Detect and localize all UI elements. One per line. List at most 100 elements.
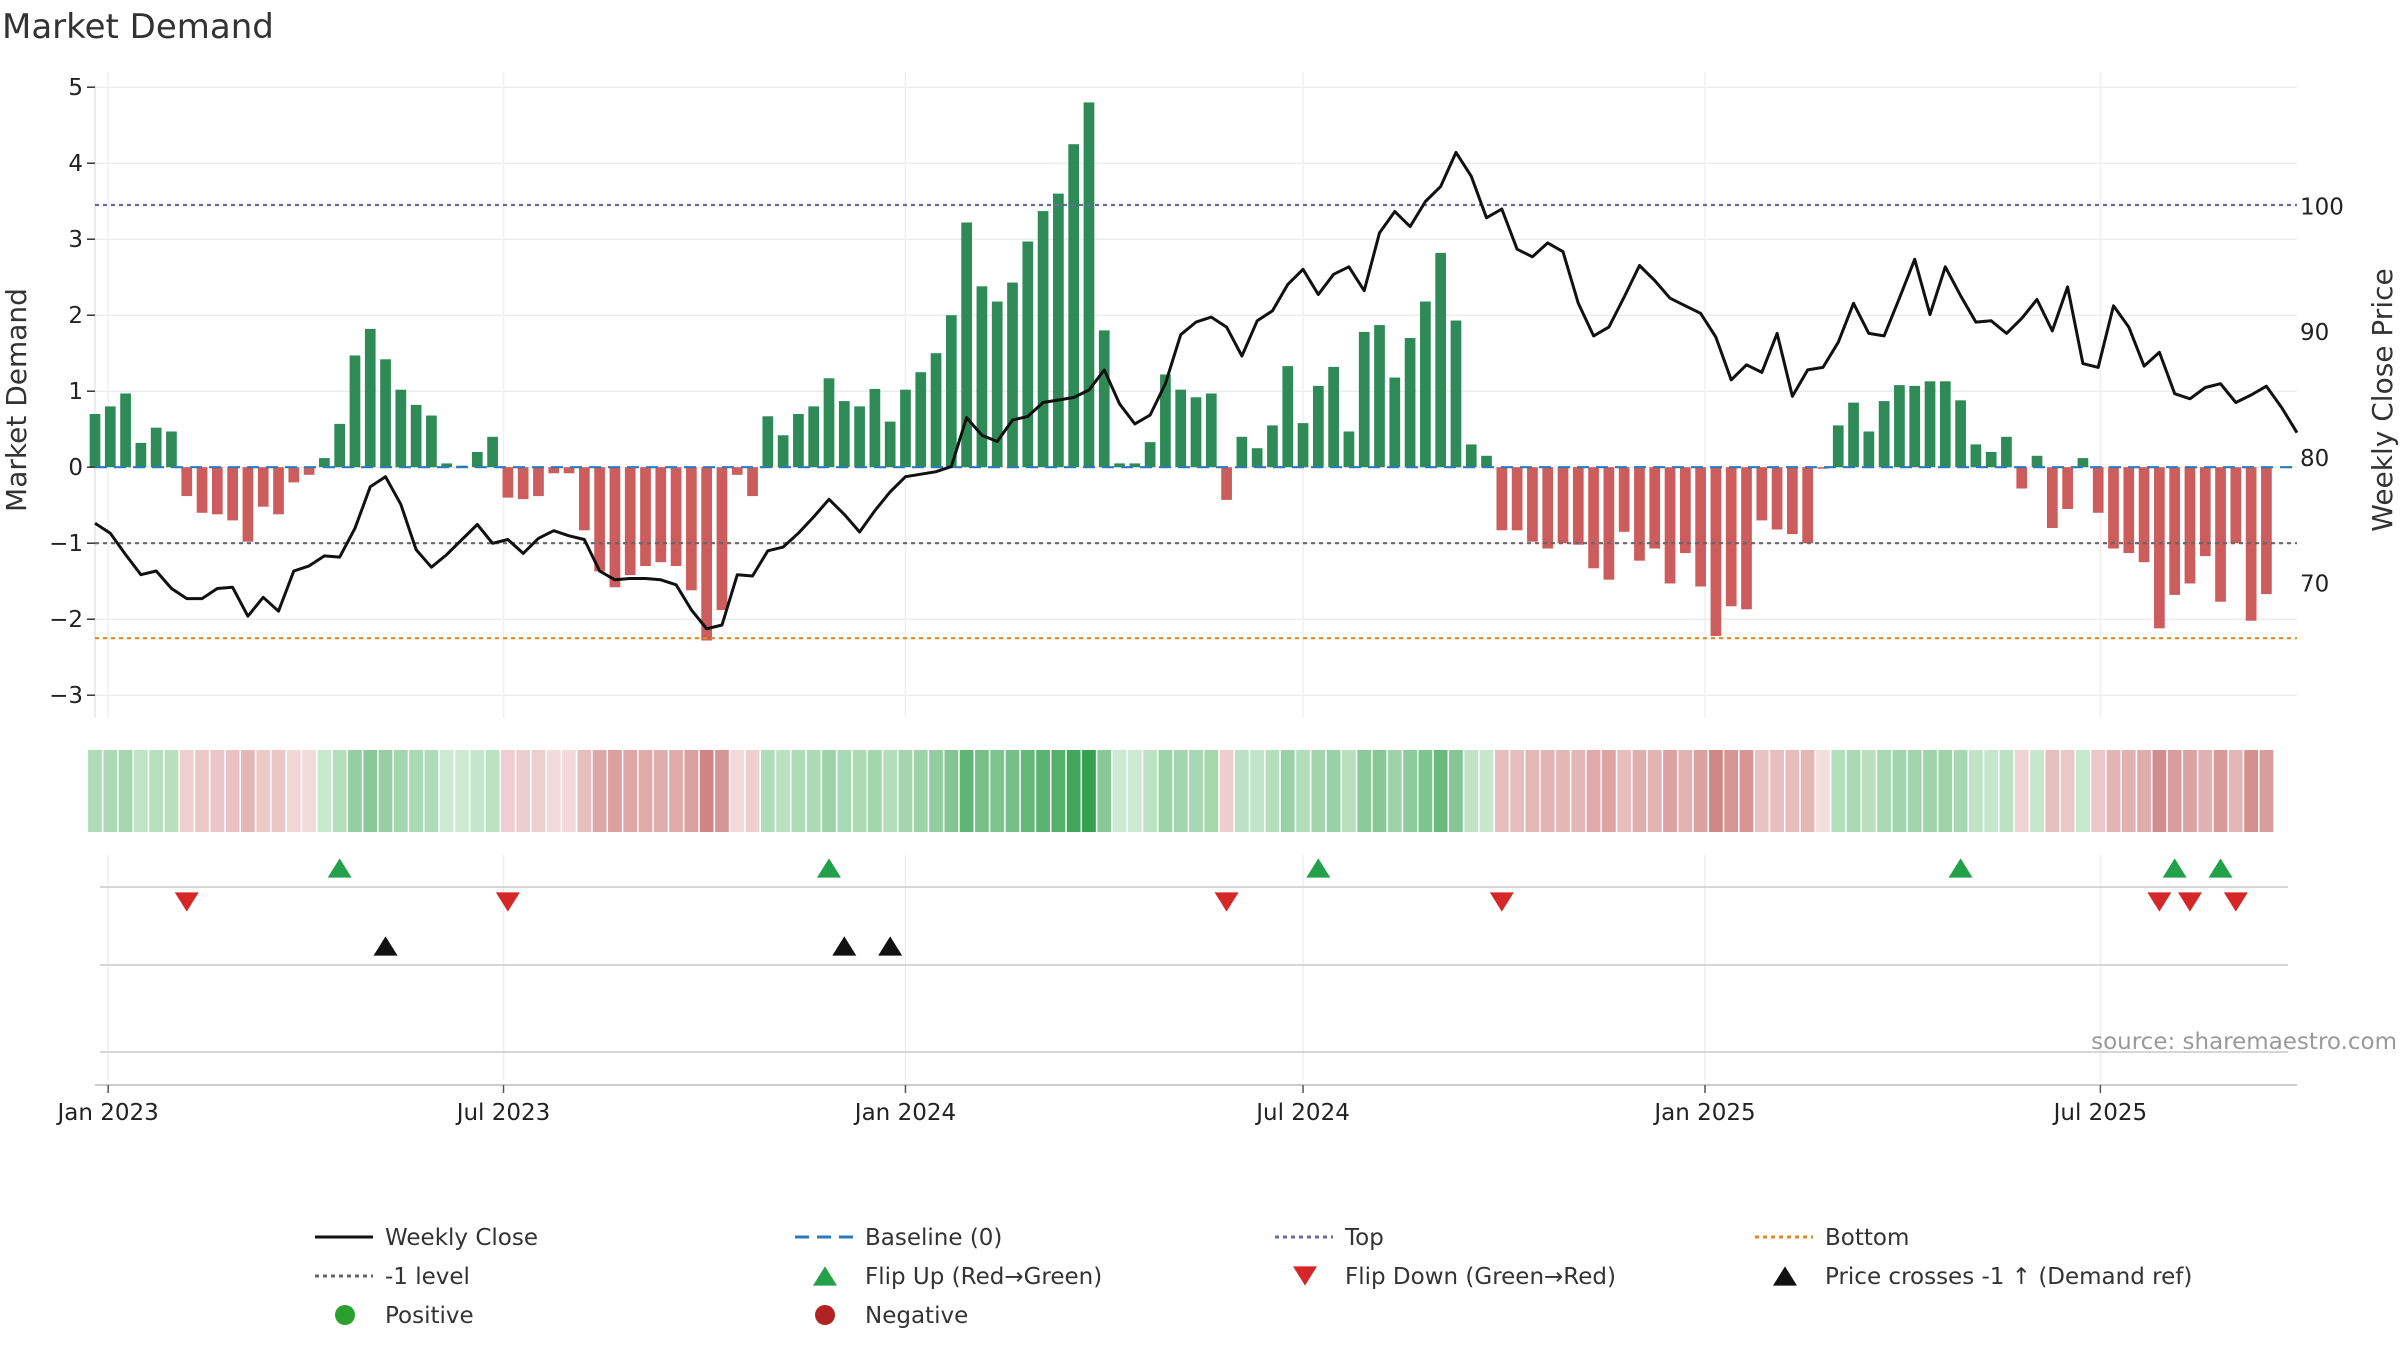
demand-bar bbox=[1083, 102, 1095, 468]
flip-up-marker bbox=[817, 858, 841, 878]
demand-bar bbox=[1618, 467, 1630, 532]
demand-bar bbox=[854, 406, 865, 468]
demand-bar bbox=[1970, 444, 1982, 468]
heat-cell bbox=[103, 750, 118, 832]
demand-bar bbox=[1496, 467, 1508, 531]
demand-bar bbox=[2245, 467, 2257, 621]
source-note: source: sharemaestro.com bbox=[2091, 1029, 2397, 1055]
demand-bar bbox=[334, 423, 346, 468]
demand-bar bbox=[1114, 463, 1125, 468]
heat-cell bbox=[944, 750, 959, 832]
heat-cell bbox=[1861, 750, 1876, 832]
demand-bar bbox=[1832, 425, 1844, 468]
demand-bar bbox=[1343, 431, 1355, 468]
demand-bar bbox=[991, 301, 1003, 468]
y-tick-label-right: 90 bbox=[2300, 320, 2329, 346]
demand-bar bbox=[104, 406, 116, 468]
heat-cell bbox=[2045, 750, 2060, 832]
heat-cell bbox=[2167, 750, 2182, 832]
legend-label: Flip Up (Red→Green) bbox=[865, 1264, 1102, 1290]
x-tick-label: Jan 2025 bbox=[1652, 1100, 1755, 1126]
heat-cell bbox=[1494, 750, 1509, 832]
heat-cell bbox=[2152, 750, 2167, 832]
heat-cell bbox=[990, 750, 1005, 832]
heat-cell bbox=[409, 750, 424, 832]
y-tick-label-left: 0 bbox=[68, 455, 83, 481]
demand-bar bbox=[1404, 338, 1416, 468]
x-tick-label: Jul 2025 bbox=[2052, 1100, 2148, 1126]
heat-cell bbox=[378, 750, 393, 832]
demand-bar bbox=[166, 431, 177, 468]
heat-cell bbox=[776, 750, 791, 832]
heat-cell bbox=[1143, 750, 1158, 832]
demand-bar bbox=[426, 415, 437, 468]
legend-label: -1 level bbox=[385, 1264, 470, 1290]
heat-cell bbox=[2091, 750, 2106, 832]
demand-bar bbox=[1129, 463, 1141, 468]
heat-cell bbox=[470, 750, 485, 832]
demand-bar bbox=[1664, 467, 1676, 584]
weekly-close-line-group bbox=[94, 150, 2299, 631]
heat-cell bbox=[1617, 750, 1632, 832]
heat-cell bbox=[1846, 750, 1861, 832]
heat-cell bbox=[317, 750, 332, 832]
demand-bar bbox=[1985, 452, 1997, 468]
demand-bar bbox=[1098, 330, 1110, 468]
flip-up-marker bbox=[1948, 858, 1973, 878]
x-tick-label: Jul 2024 bbox=[1254, 1100, 1350, 1126]
heat-cell bbox=[975, 750, 989, 832]
heat-cell bbox=[1678, 750, 1693, 832]
heat-cell bbox=[837, 750, 852, 832]
price-cross-marker bbox=[878, 936, 903, 956]
demand-bar bbox=[120, 393, 131, 468]
heat-cell bbox=[577, 750, 592, 832]
demand-bar bbox=[211, 467, 223, 515]
heat-cell bbox=[332, 750, 347, 832]
demand-bar bbox=[1511, 467, 1523, 531]
heat-cell bbox=[1234, 750, 1249, 832]
heat-cell bbox=[393, 750, 408, 832]
heat-cell bbox=[439, 750, 454, 832]
heat-cell bbox=[1739, 750, 1754, 832]
demand-bar bbox=[900, 389, 911, 468]
legend-symbol-triangle-up bbox=[813, 1266, 837, 1286]
heat-cell bbox=[149, 750, 164, 832]
y-tick-label-right: 80 bbox=[2300, 446, 2329, 472]
heat-cell bbox=[133, 750, 148, 832]
demand-bar bbox=[1787, 467, 1798, 535]
y-tick-label-left: 5 bbox=[68, 75, 83, 101]
demand-bar bbox=[533, 467, 544, 497]
demand-bar bbox=[395, 389, 407, 468]
heat-cell bbox=[1693, 750, 1708, 832]
right-axis-ticks: 100 90 80 70 bbox=[2300, 194, 2344, 597]
heat-cell bbox=[1357, 750, 1372, 832]
heat-cell bbox=[913, 750, 928, 832]
legend-item: Flip Down (Green→Red) bbox=[1293, 1264, 1616, 1290]
heat-cell bbox=[1127, 750, 1142, 832]
heat-cell bbox=[1387, 750, 1402, 832]
demand-bar bbox=[150, 427, 162, 468]
demand-bar bbox=[2138, 467, 2150, 563]
demand-bar bbox=[1221, 467, 1232, 500]
heat-cell bbox=[1204, 750, 1219, 832]
demand-bar bbox=[1894, 385, 1905, 468]
demand-bar bbox=[1160, 374, 1171, 468]
demand-bar bbox=[1358, 331, 1370, 468]
demand-bar bbox=[2261, 467, 2272, 595]
heat-cell bbox=[1968, 750, 1983, 832]
legend-label: Flip Down (Green→Red) bbox=[1345, 1264, 1616, 1290]
demand-bar bbox=[2184, 467, 2196, 584]
demand-bars bbox=[89, 102, 2272, 641]
demand-bar bbox=[1251, 448, 1263, 468]
demand-bar bbox=[2108, 467, 2119, 549]
heat-cell bbox=[1785, 750, 1800, 832]
heat-cell bbox=[2198, 750, 2213, 832]
heat-cell bbox=[898, 750, 913, 832]
heat-cell bbox=[1173, 750, 1188, 832]
heat-cell bbox=[1464, 750, 1479, 832]
heat-cell bbox=[1005, 750, 1020, 832]
legend-label: Price crosses -1 ↑ (Demand ref) bbox=[1825, 1264, 2192, 1290]
legend-symbol-triangle-down bbox=[1293, 1266, 1317, 1286]
heat-cell bbox=[1923, 750, 1937, 832]
demand-bar bbox=[1817, 467, 1829, 469]
